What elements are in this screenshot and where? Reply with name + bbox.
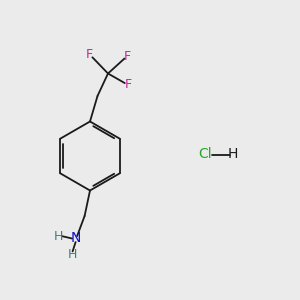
- Text: N: N: [70, 232, 81, 245]
- Text: F: F: [86, 48, 93, 62]
- Text: H: H: [68, 248, 77, 262]
- Text: F: F: [125, 78, 132, 92]
- Text: H: H: [227, 148, 238, 161]
- Text: Cl: Cl: [199, 148, 212, 161]
- Text: F: F: [124, 50, 131, 63]
- Text: H: H: [53, 230, 63, 243]
